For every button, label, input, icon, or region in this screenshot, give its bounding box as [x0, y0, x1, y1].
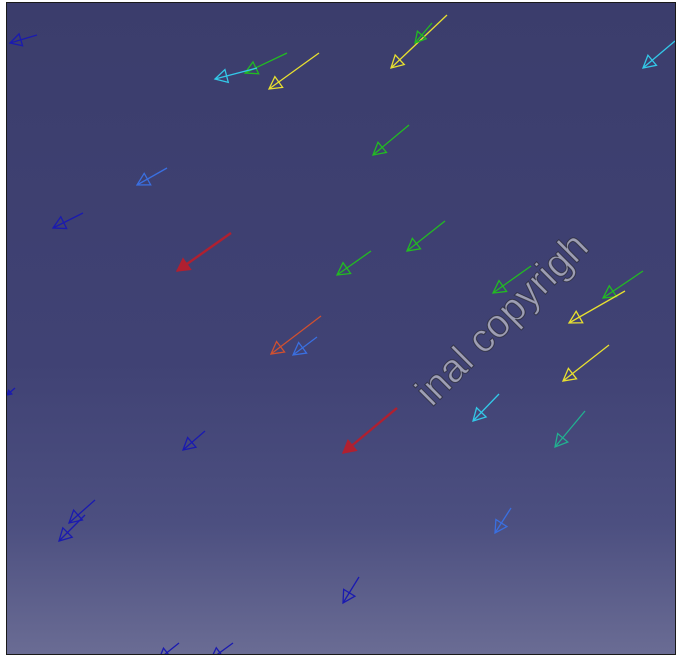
vector-arrow — [67, 499, 96, 524]
vector-arrow — [269, 315, 322, 355]
vector-arrow — [405, 220, 446, 252]
vector-shaft — [214, 67, 258, 80]
vector-head — [414, 30, 428, 45]
vector-shaft — [342, 576, 360, 604]
vector-field — [7, 14, 675, 654]
vector-shaft — [292, 336, 318, 356]
vector-shaft — [136, 167, 168, 186]
vector-shaft — [216, 642, 234, 654]
vector-arrow — [7, 387, 16, 396]
vector-arrow — [341, 407, 398, 454]
vector-shaft — [372, 124, 410, 156]
vector-head — [341, 438, 358, 454]
vector-shaft — [568, 290, 626, 324]
vector-arrow — [567, 290, 626, 324]
vector-shaft — [7, 387, 16, 396]
vector-head — [491, 279, 508, 294]
vector-arrow — [267, 52, 320, 90]
vector-shaft — [562, 344, 610, 382]
vector-head — [267, 75, 284, 90]
vector-arrow — [371, 124, 410, 156]
vector-shaft — [414, 22, 433, 44]
vector-shaft — [336, 250, 372, 276]
vector-head — [269, 340, 286, 355]
vector-head — [561, 367, 578, 382]
vector-arrow — [342, 576, 360, 605]
vector-shaft — [58, 514, 86, 542]
vector-arrow — [243, 52, 288, 75]
vector-shaft — [494, 507, 512, 534]
vector-arrow — [51, 212, 84, 230]
vector-arrow — [491, 265, 532, 294]
vector-head — [342, 588, 357, 605]
vector-head — [7, 389, 13, 396]
vector-head — [390, 53, 406, 69]
vector-shaft — [9, 34, 38, 44]
vector-arrow — [181, 430, 206, 451]
vector-shaft — [52, 212, 84, 229]
vector-head — [335, 261, 352, 276]
vector-arrow — [212, 642, 234, 654]
vector-head — [567, 310, 584, 324]
vector-arrow — [335, 250, 372, 276]
vector-arrow — [291, 336, 318, 356]
vector-head — [554, 432, 570, 449]
vector-arrow — [561, 344, 610, 382]
vector-head — [51, 215, 68, 230]
vector-shaft — [182, 430, 206, 451]
vector-shaft — [68, 499, 96, 524]
vector-head — [213, 68, 230, 84]
vector-head — [494, 518, 509, 535]
vector-shaft — [602, 270, 644, 299]
vector-head — [181, 436, 198, 451]
vector-shaft — [472, 393, 500, 422]
vector-head — [371, 140, 388, 156]
vector-shaft — [406, 220, 446, 252]
vector-arrow — [175, 232, 232, 272]
viewport-frame: inal copyrigh — [6, 2, 676, 655]
vector-head — [135, 172, 152, 186]
vector-arrow — [554, 410, 586, 449]
vector-head — [8, 32, 24, 47]
vector-head — [175, 257, 192, 272]
vector-shaft — [492, 265, 532, 294]
vector-arrow — [601, 270, 644, 299]
vector-arrow — [58, 514, 86, 542]
vector-shaft — [268, 52, 320, 90]
vector-arrow — [494, 507, 512, 535]
vector-arrow — [8, 32, 38, 47]
vector-arrow — [135, 167, 168, 186]
vector-head — [291, 341, 308, 356]
vector-head — [472, 406, 488, 422]
vector-arrow — [472, 393, 500, 422]
vector-arrow — [641, 40, 675, 69]
vector-arrow — [414, 22, 433, 45]
vector-shaft — [554, 410, 586, 448]
vector-head — [67, 508, 84, 524]
vector-arrow — [160, 642, 180, 654]
vector-head — [641, 53, 658, 69]
vector-head — [212, 646, 222, 654]
vector-head — [405, 237, 422, 252]
vector-arrow — [213, 67, 258, 84]
vector-shaft — [164, 642, 180, 654]
vector-head — [601, 284, 618, 299]
3d-viewport[interactable] — [7, 3, 675, 654]
vector-shaft — [642, 40, 675, 69]
vector-head — [58, 526, 74, 542]
vector-head — [160, 646, 169, 654]
vector-shaft — [270, 315, 322, 355]
